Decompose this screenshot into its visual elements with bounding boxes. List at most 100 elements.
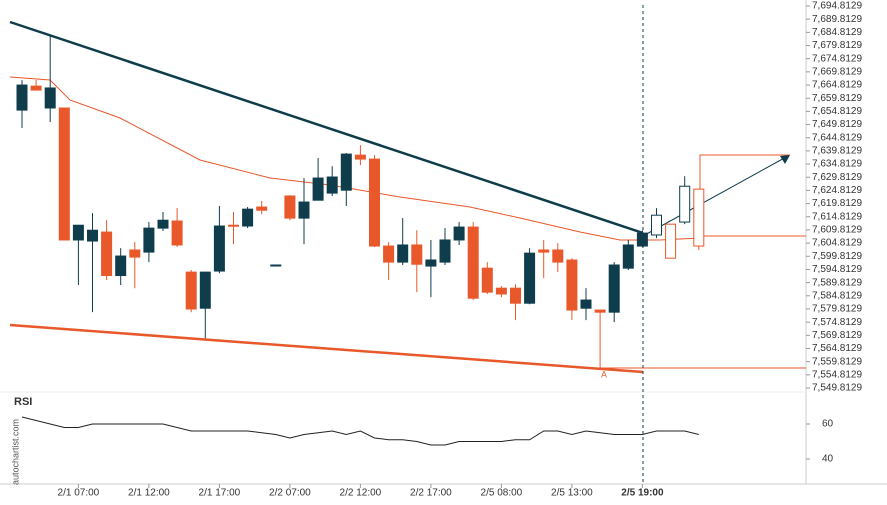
x-tick-label: 2/5 13:00 xyxy=(551,488,593,499)
y-tick-label: 7,664.8129 xyxy=(812,80,862,91)
candle-body xyxy=(552,249,564,263)
candle-body xyxy=(411,244,423,265)
y-tick-label: 7,639.8129 xyxy=(812,146,862,157)
candle-body xyxy=(580,299,592,309)
candle-body xyxy=(354,154,366,160)
annotation: A xyxy=(601,369,607,379)
y-tick-label: 7,684.8129 xyxy=(812,27,862,38)
y-tick-label: 7,559.8129 xyxy=(812,356,862,367)
candle-body xyxy=(326,176,338,194)
candle-body xyxy=(510,287,521,304)
candle-body xyxy=(157,219,169,229)
candle-body xyxy=(369,158,380,247)
trend-line-upper xyxy=(9,20,644,235)
y-tick-label: 7,689.8129 xyxy=(812,14,862,25)
x-tick-label: 2/2 07:00 xyxy=(269,488,311,499)
candle-body xyxy=(72,224,84,241)
y-tick-label: 7,659.8129 xyxy=(812,93,862,104)
y-tick-label: 7,669.8129 xyxy=(812,67,862,78)
x-tick-label: 2/2 17:00 xyxy=(410,488,452,499)
candle-body xyxy=(636,232,648,247)
y-tick-label: 7,574.8129 xyxy=(812,317,862,328)
y-tick-label: 7,679.8129 xyxy=(812,40,862,51)
y-tick-label: 7,624.8129 xyxy=(812,185,862,196)
y-tick-label: 7,619.8129 xyxy=(812,198,862,209)
rsi-tick-label: 60 xyxy=(822,419,834,430)
candle-body xyxy=(312,177,324,201)
candle-body xyxy=(340,153,352,191)
y-tick-label: 7,594.8129 xyxy=(812,264,862,275)
candle-body xyxy=(270,264,282,267)
candle-body xyxy=(143,227,155,253)
y-tick-label: 7,654.8129 xyxy=(812,106,862,117)
candle-body xyxy=(115,255,127,277)
x-tick-label: 2/1 17:00 xyxy=(199,488,241,499)
candle-body xyxy=(467,226,479,299)
candle-body xyxy=(495,287,507,295)
forecast-arrow xyxy=(642,155,789,237)
candle-body xyxy=(298,201,310,219)
x-tick-label: 2/1 12:00 xyxy=(128,488,170,499)
y-tick-label: 7,584.8129 xyxy=(812,290,862,301)
candle-body xyxy=(439,239,451,263)
y-tick-label: 7,644.8129 xyxy=(812,132,862,143)
candle-body xyxy=(608,264,620,313)
candle-body xyxy=(397,244,409,263)
y-tick-label: 7,569.8129 xyxy=(812,330,862,341)
candle-body xyxy=(622,244,634,269)
y-tick-label: 7,564.8129 xyxy=(812,343,862,354)
candle-body xyxy=(44,87,56,109)
candle-body xyxy=(213,225,225,272)
rsi-label: RSI xyxy=(14,396,32,408)
candle-body xyxy=(566,259,578,311)
y-tick-label: 7,674.8129 xyxy=(812,53,862,64)
candle-body xyxy=(171,220,183,246)
candle-body xyxy=(453,226,465,241)
y-tick-label: 7,549.8129 xyxy=(812,383,862,394)
candle-body xyxy=(284,195,296,219)
x-tick-label: 2/1 07:00 xyxy=(58,488,100,499)
candle-body xyxy=(383,245,395,263)
x-tick-label: 2/5 08:00 xyxy=(481,488,523,499)
arrow-head xyxy=(780,155,790,164)
candle-body xyxy=(679,185,691,223)
candle-body xyxy=(538,249,550,253)
candle-body xyxy=(242,208,254,227)
y-tick-label: 7,554.8129 xyxy=(812,369,862,380)
y-tick-label: 7,694.8129 xyxy=(812,1,862,12)
candle-body xyxy=(256,206,268,211)
candle-body xyxy=(425,259,437,267)
y-tick-label: 7,599.8129 xyxy=(812,251,862,262)
rsi-line xyxy=(21,416,699,446)
moving-average xyxy=(9,76,701,241)
y-tick-label: 7,589.8129 xyxy=(812,277,862,288)
candle-body xyxy=(30,85,42,91)
watermark: autochartist.com xyxy=(10,419,20,485)
candle-body xyxy=(594,309,606,313)
candle-body xyxy=(693,188,705,247)
candle-body xyxy=(58,107,70,241)
candle-body xyxy=(87,229,98,242)
candle-body xyxy=(129,249,141,258)
candle-body xyxy=(651,214,662,236)
candle-body xyxy=(16,84,28,111)
candle-body xyxy=(524,252,536,304)
candle-body xyxy=(185,271,197,310)
x-tick-label: 2/5 19:00 xyxy=(621,488,664,499)
y-tick-label: 7,614.8129 xyxy=(812,211,862,222)
candle-body xyxy=(101,231,113,277)
candle-body xyxy=(481,267,493,293)
candle-body xyxy=(199,271,211,309)
x-tick-label: 2/2 12:00 xyxy=(340,488,382,499)
y-tick-label: 7,634.8129 xyxy=(812,159,862,170)
y-tick-label: 7,629.8129 xyxy=(812,172,862,183)
y-tick-label: 7,649.8129 xyxy=(812,119,862,130)
rsi-tick-label: 40 xyxy=(822,454,834,465)
y-tick-label: 7,609.8129 xyxy=(812,225,862,236)
candle-body xyxy=(665,223,677,259)
candle-body xyxy=(228,224,239,227)
trend-line-lower xyxy=(9,323,644,374)
y-tick-label: 7,604.8129 xyxy=(812,238,862,249)
y-tick-label: 7,579.8129 xyxy=(812,304,862,315)
